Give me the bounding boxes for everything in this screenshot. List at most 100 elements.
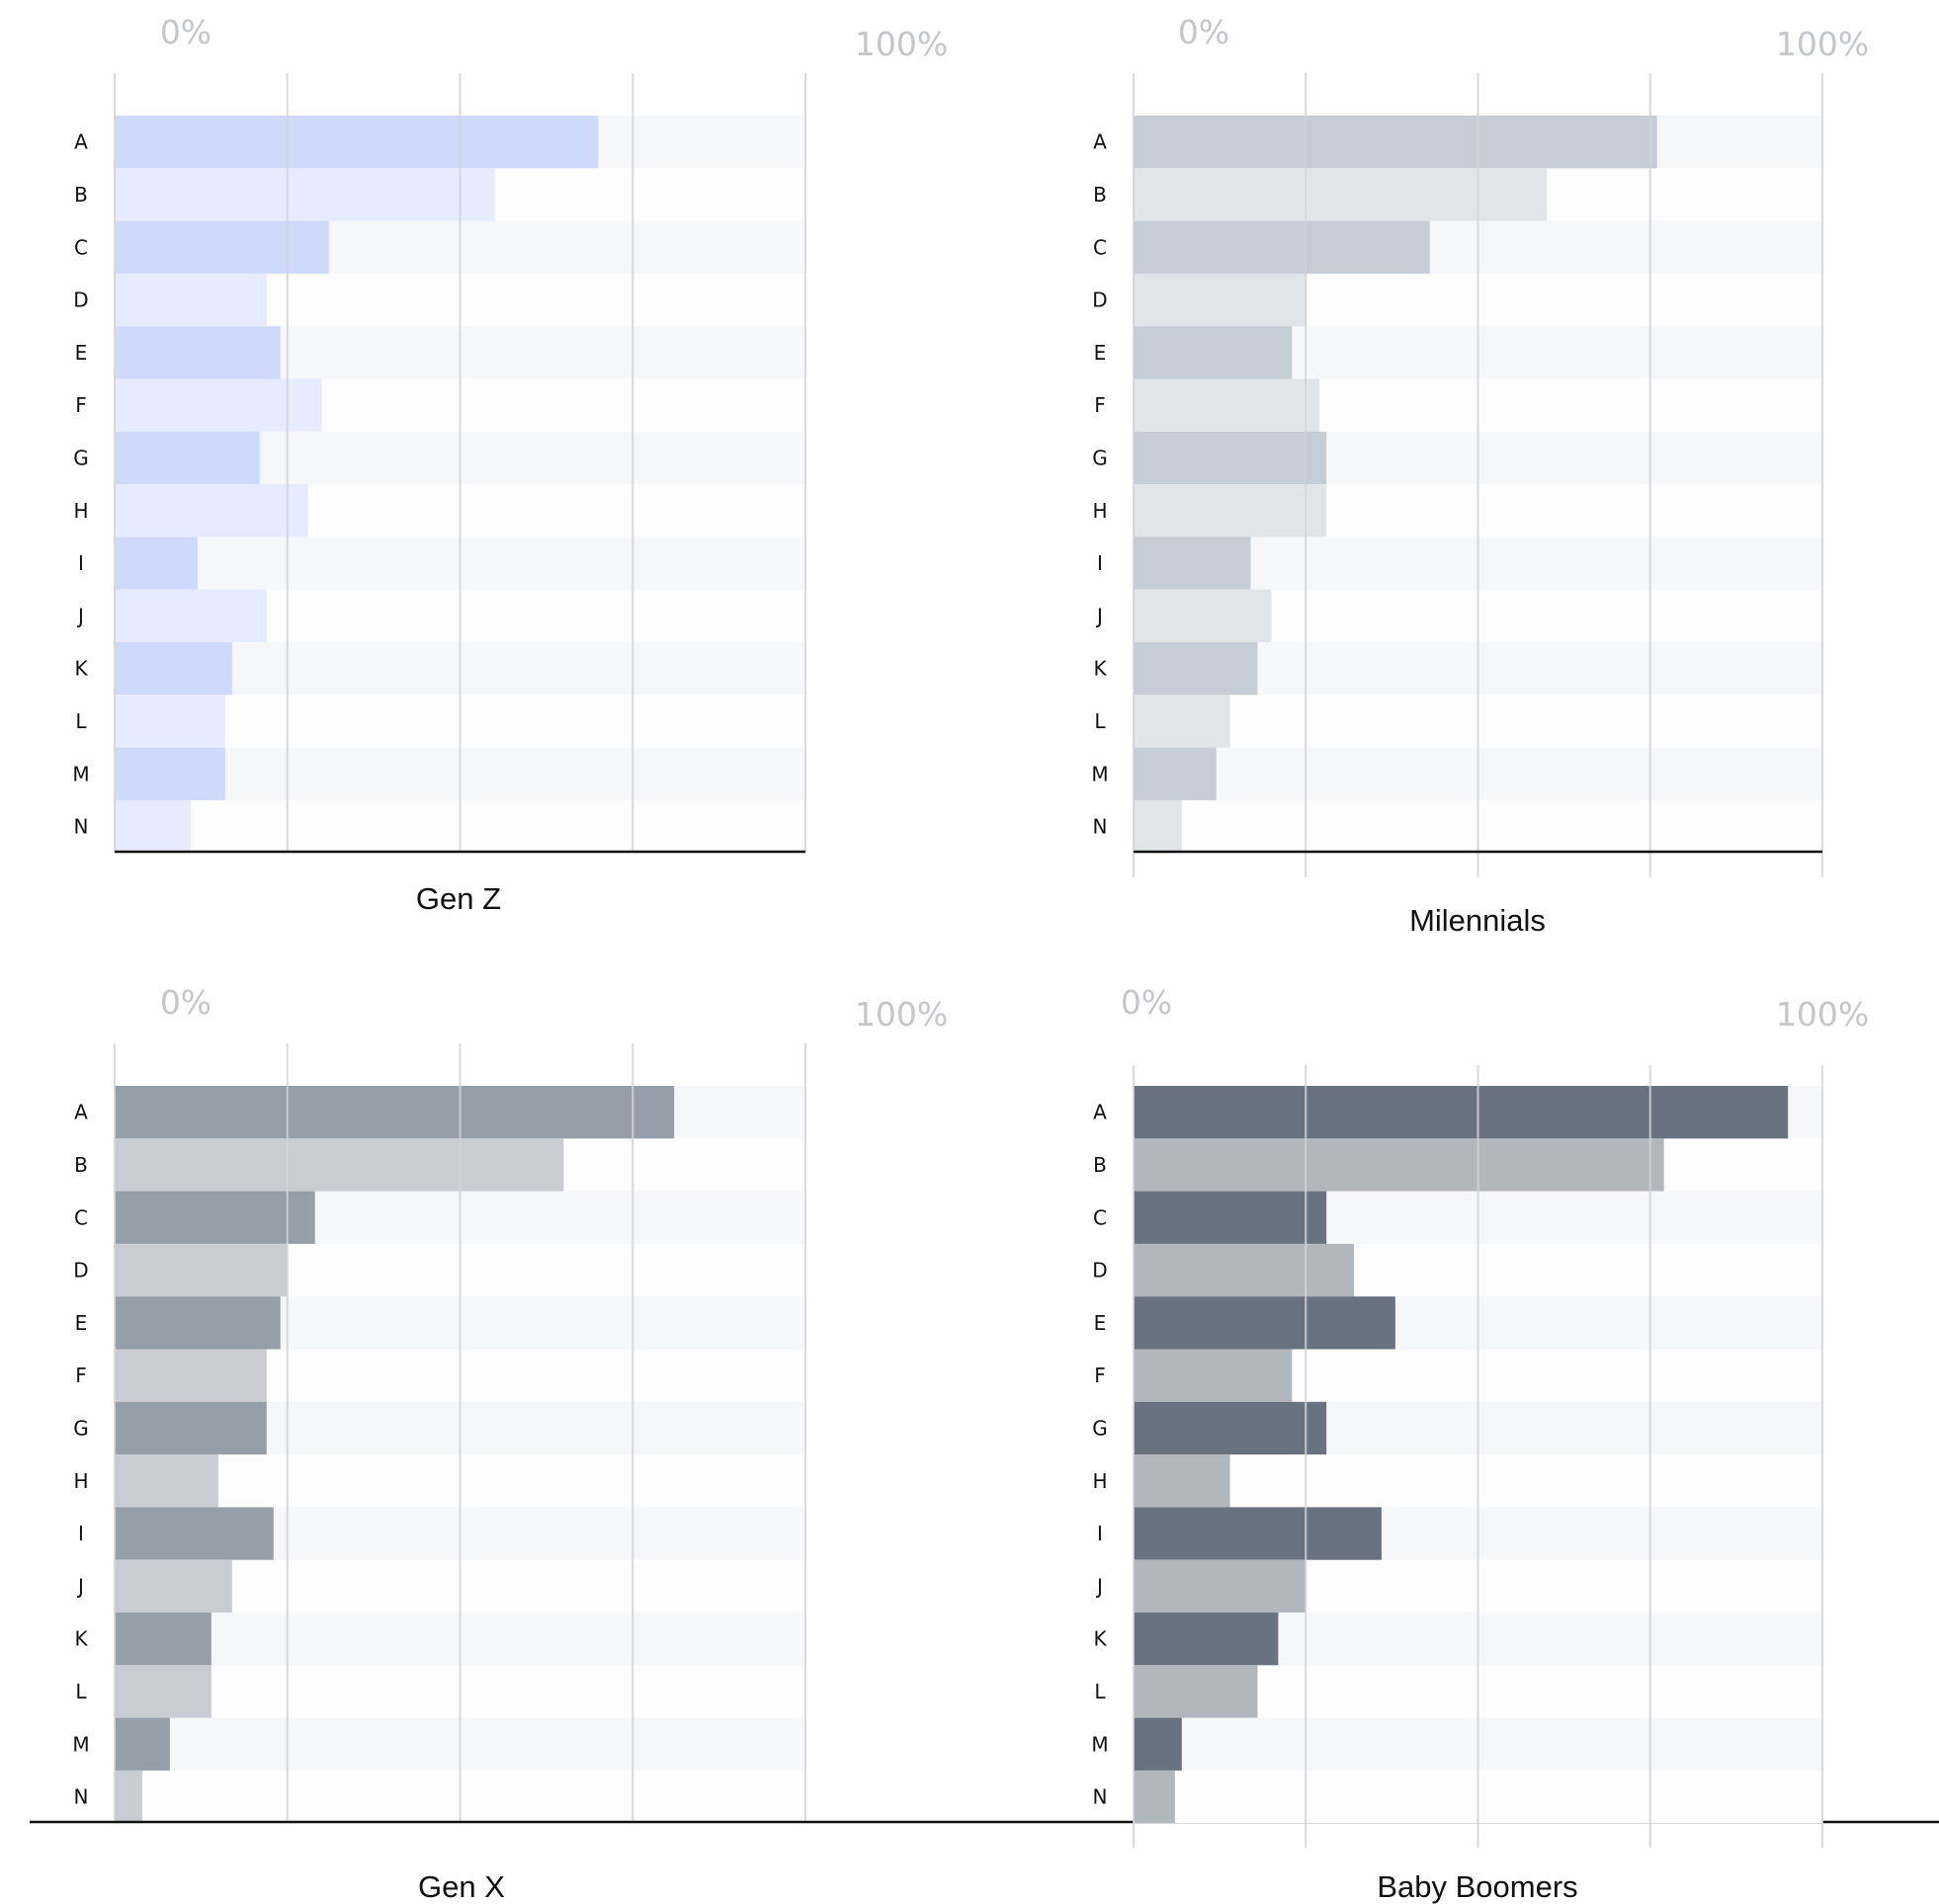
category-label-l: L (1094, 1680, 1106, 1703)
category-label-i: I (1097, 1522, 1103, 1545)
panel-title: Baby Boomers (1377, 1869, 1577, 1904)
category-label-b: B (74, 1153, 88, 1177)
bar-d (115, 1243, 288, 1297)
bar-e (1134, 326, 1293, 379)
panel-title: Gen X (418, 1869, 505, 1904)
bar-g (115, 1401, 267, 1455)
bar-a (115, 116, 599, 169)
category-label-i: I (78, 551, 84, 575)
category-label-k: K (1093, 657, 1107, 681)
panel-baby-boomers: A B C D E F G H I J K L M N 0% 100% Baby Boomers (1091, 983, 1869, 1904)
tick-label-100: 100% (855, 995, 948, 1034)
category-label-l: L (75, 709, 87, 733)
category-label-g: G (73, 1416, 89, 1440)
category-label-h: H (73, 499, 88, 523)
bar-i (1134, 1507, 1382, 1560)
category-label-h: H (73, 1469, 88, 1493)
category-label-k: K (1093, 1627, 1107, 1651)
category-label-e: E (1094, 341, 1107, 365)
category-label-c: C (1093, 235, 1107, 259)
category-label-d: D (73, 1259, 88, 1283)
bar-h (115, 484, 308, 538)
bar-e (1134, 1296, 1395, 1350)
bar-j (115, 1559, 232, 1613)
panel-milennials: A B C D E F G H I J K L M N 0% 100% Milennials (1091, 13, 1869, 938)
category-label-g: G (1092, 446, 1108, 469)
bar-b (1134, 168, 1548, 221)
category-label-n: N (74, 1785, 89, 1809)
bar-c (1134, 220, 1430, 274)
tick-label-100: 100% (1776, 25, 1869, 63)
bar-l (115, 1665, 211, 1718)
category-label-j: J (1095, 604, 1103, 627)
category-label-h: H (1092, 499, 1107, 523)
category-label-i: I (78, 1522, 84, 1545)
bar-f (1134, 378, 1320, 432)
category-label-c: C (74, 235, 88, 259)
category-label-e: E (1094, 1311, 1107, 1335)
bar-e (115, 1296, 281, 1350)
bar-f (115, 378, 322, 432)
category-label-n: N (1093, 815, 1108, 839)
category-label-f: F (1094, 1364, 1106, 1387)
bar-c (1134, 1191, 1327, 1244)
category-label-b: B (1093, 1153, 1107, 1177)
category-label-a: A (1093, 130, 1107, 154)
category-label-b: B (74, 183, 88, 207)
category-label-j: J (76, 604, 84, 627)
tick-label-0: 0% (1178, 13, 1229, 51)
category-label-g: G (1092, 1416, 1108, 1440)
bar-n (1134, 799, 1182, 854)
category-label-k: K (74, 1627, 88, 1651)
panel-gen-x: A B C D E F G H I J K L M N 0% 100% Gen X (30, 983, 1939, 1904)
category-label-c: C (74, 1205, 88, 1229)
category-label-m: M (1091, 762, 1108, 786)
bar-i (115, 1507, 274, 1560)
bar-i (1134, 537, 1251, 590)
category-label-l: L (75, 1680, 87, 1703)
bar-h (1134, 484, 1327, 538)
bar-e (115, 326, 281, 379)
category-label-k: K (74, 657, 88, 681)
bar-g (115, 431, 260, 485)
category-label-m: M (72, 762, 89, 786)
bar-h (1134, 1454, 1230, 1508)
bar-k (115, 642, 232, 696)
tick-label-0: 0% (1121, 983, 1172, 1022)
panel-title: Gen Z (416, 881, 501, 916)
bar-d (1134, 273, 1307, 327)
bar-f (1134, 1349, 1293, 1402)
bar-l (115, 695, 225, 748)
bar-d (115, 273, 267, 327)
category-label-f: F (75, 1364, 87, 1387)
bar-k (1134, 1613, 1279, 1666)
category-label-n: N (1093, 1785, 1108, 1809)
category-label-f: F (75, 393, 87, 417)
category-label-c: C (1093, 1205, 1107, 1229)
bar-g (1134, 1401, 1327, 1455)
panel-title: Milennials (1409, 903, 1546, 938)
bar-k (115, 1613, 211, 1666)
bar-j (1134, 1559, 1307, 1613)
bar-m (115, 1717, 170, 1771)
bar-b (115, 1138, 564, 1192)
category-label-h: H (1092, 1469, 1107, 1493)
bar-a (115, 1086, 675, 1139)
tick-label-0: 0% (160, 983, 211, 1022)
category-label-e: E (75, 1311, 88, 1335)
bar-i (115, 537, 198, 590)
bar-c (115, 1191, 315, 1244)
bar-a (1134, 1086, 1789, 1139)
category-label-b: B (1093, 183, 1107, 207)
bar-n (115, 799, 191, 854)
panel-gen-z: A B C D E F G H I J K L M N 0% 100% Gen Z (72, 13, 948, 916)
tick-label-0: 0% (160, 13, 211, 51)
category-label-n: N (74, 815, 89, 839)
bar-c (115, 220, 329, 274)
bar-l (1134, 695, 1230, 748)
category-label-l: L (1094, 709, 1106, 733)
category-label-e: E (75, 341, 88, 365)
bar-l (1134, 1665, 1258, 1718)
bar-n (1134, 1770, 1175, 1824)
